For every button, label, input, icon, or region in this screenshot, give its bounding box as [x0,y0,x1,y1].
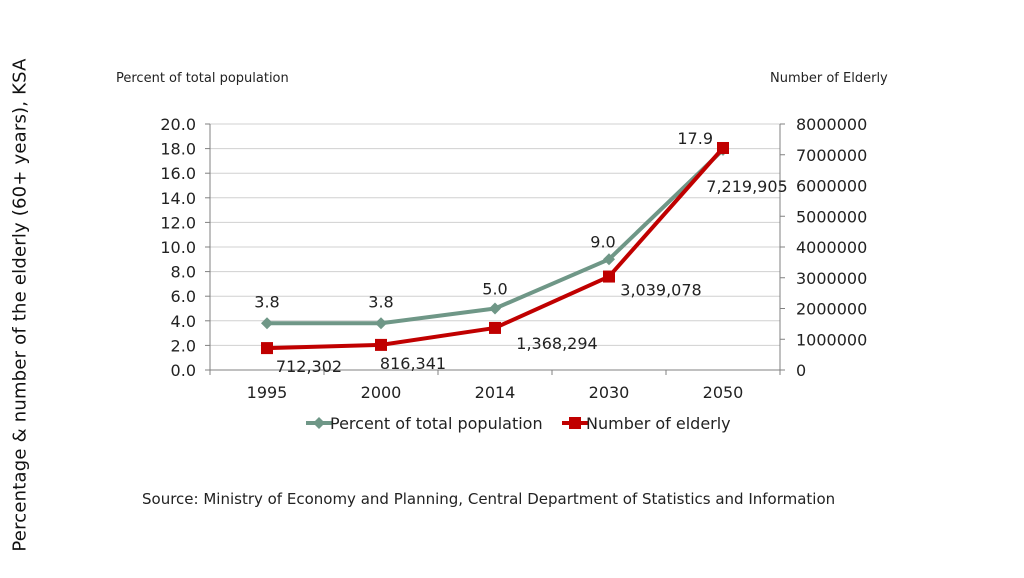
number-point-marker [603,270,615,283]
number-point-marker [489,321,501,334]
y-tick-label: 4.0 [171,312,196,331]
right-axis-caption: Number of Elderly [770,71,888,86]
y2-tick-label: 7000000 [796,146,867,165]
y-tick-label: 2.0 [171,336,196,355]
left-axis-caption: Percent of total population [116,71,289,86]
percent-point-marker [489,302,501,315]
y-tick-label: 16.0 [160,164,196,183]
x-tick-label: 2014 [475,383,516,402]
number-data-label: 7,219,905 [706,177,787,196]
x-tick-label: 2000 [361,383,402,402]
series-line-number [266,146,725,351]
number-data-label: 816,341 [380,354,446,373]
number-point-marker [375,338,387,351]
y2-tick-label: 2000000 [796,300,867,319]
legend-label-number: Number of elderly [586,414,731,433]
y2-tick-label: 8000000 [796,115,867,134]
legend-marker-number [569,417,581,429]
y2-tick-label: 5000000 [796,207,867,226]
y-tick-label: 6.0 [171,287,196,306]
legend-marker-percent [313,417,325,429]
percent-data-label: 5.0 [482,280,507,299]
y2-tick-label: 4000000 [796,238,867,257]
percent-data-label: 9.0 [590,232,615,251]
percent-data-label: 3.8 [368,292,393,311]
y-tick-label: 12.0 [160,213,196,232]
y2-tick-label: 1000000 [796,330,867,349]
source-note: Source: Ministry of Economy and Planning… [142,490,836,508]
number-point-marker [717,141,729,154]
y-tick-label: 20.0 [160,115,196,134]
y-tick-label: 0.0 [171,361,196,380]
y-tick-label: 10.0 [160,238,196,257]
y-tick-label: 8.0 [171,263,196,282]
percent-point-marker [603,253,615,266]
percent-point-marker [261,317,273,330]
x-tick-label: 2050 [703,383,744,402]
percent-data-label: 17.9 [677,129,713,148]
percent-point-marker [375,317,387,330]
legend-label-percent: Percent of total population [330,414,543,433]
x-tick-label: 1995 [247,383,288,402]
y-tick-label: 14.0 [160,189,196,208]
number-point-marker [261,342,273,355]
y2-tick-label: 6000000 [796,177,867,196]
number-data-label: 712,302 [276,357,342,376]
y2-tick-label: 3000000 [796,269,867,288]
number-data-label: 3,039,078 [620,281,701,300]
number-data-label: 1,368,294 [516,334,597,353]
y-tick-label: 18.0 [160,140,196,159]
x-tick-label: 2030 [589,383,630,402]
y2-tick-label: 0 [796,361,806,380]
percent-data-label: 3.8 [254,292,279,311]
